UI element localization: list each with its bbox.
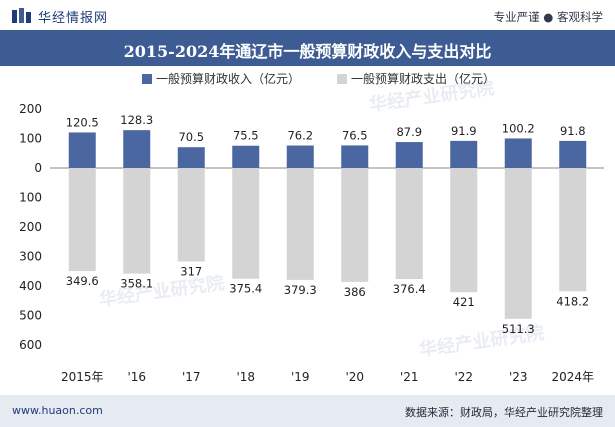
y-tick-label: 300: [19, 250, 42, 264]
y-tick-label: 600: [19, 338, 42, 352]
x-tick-label: 2015年: [61, 370, 104, 384]
y-tick-label: 100: [19, 132, 42, 146]
x-tick-label: '16: [127, 370, 146, 384]
bar-expense: [123, 168, 151, 274]
data-source: 数据来源：财政局，华经产业研究院整理: [405, 406, 603, 419]
x-tick-label: '19: [291, 370, 310, 384]
y-tick-label: 200: [19, 102, 42, 116]
data-label-income: 75.5: [233, 129, 259, 143]
legend-swatch-income: [142, 74, 152, 84]
legend-label-expense: 一般预算财政支出（亿元）: [351, 71, 495, 86]
y-tick-label: 0: [34, 161, 42, 175]
brand-name: 华经情报网: [38, 11, 109, 26]
x-tick-label: '23: [509, 370, 528, 384]
top-bar: 华经情报网 专业严谨 ● 客观科学: [0, 0, 615, 30]
data-label-income: 70.5: [178, 130, 204, 144]
legend-label-income: 一般预算财政收入（亿元）: [156, 71, 300, 86]
y-tick-label: 500: [19, 309, 42, 323]
watermark-text: 华经产业研究院: [98, 272, 226, 311]
y-tick-label: 100: [19, 191, 42, 205]
y-tick-label: 200: [19, 220, 42, 234]
data-label-income: 120.5: [66, 115, 99, 129]
chart-title: 2015-2024年通辽市一般预算财政收入与支出对比: [123, 42, 492, 61]
data-label-expense: 376.4: [393, 282, 426, 296]
data-label-income: 100.2: [502, 121, 535, 135]
bar-income: [232, 145, 260, 168]
bar-expense: [68, 168, 96, 272]
bar-expense: [286, 168, 314, 280]
data-label-income: 87.9: [396, 125, 422, 139]
data-labels: 120.5 349.6 128.3 358.1 70.5 317 75.5 375.4 76.2…: [66, 113, 589, 336]
bar-income: [395, 142, 423, 168]
data-label-expense: 421: [453, 295, 475, 309]
bar-income: [504, 138, 532, 168]
footer: www.huaon.com 数据来源：财政局，华经产业研究院整理: [0, 395, 615, 427]
data-label-income: 91.8: [560, 124, 586, 138]
bar-expense: [559, 168, 587, 292]
bar-expense: [232, 168, 260, 279]
slogan: 专业严谨 ● 客观科学: [493, 10, 603, 24]
data-label-expense: 418.2: [556, 294, 589, 308]
y-tick-label: 400: [19, 279, 42, 293]
data-label-income: 128.3: [120, 113, 153, 127]
bar-income: [68, 132, 96, 168]
data-label-expense: 386: [344, 285, 366, 299]
data-label-income: 91.9: [451, 124, 477, 138]
legend: 一般预算财政收入（亿元） 一般预算财政支出（亿元）: [142, 71, 495, 86]
chart-area: 华经产业研究院 华经产业研究院 华经产业研究院 一般预算财政收入（亿元） 一般预算财政…: [0, 66, 615, 395]
bars: [68, 130, 587, 319]
title-bar: 2015-2024年通辽市一般预算财政收入与支出对比: [0, 30, 615, 66]
legend-swatch-expense: [337, 74, 347, 84]
data-label-expense: 349.6: [66, 274, 99, 288]
x-axis: 2015年 '16 '17 '18 '19 '20 '21 '22 '23 2024年: [61, 370, 594, 384]
bar-expense: [177, 168, 205, 262]
data-label-income: 76.5: [342, 128, 368, 142]
x-tick-label: '17: [182, 370, 201, 384]
bar-income: [559, 140, 587, 168]
huajing-logo-icon: [12, 8, 31, 23]
x-tick-label: 2024年: [551, 370, 594, 384]
bar-expense: [450, 168, 478, 293]
site-url: www.huaon.com: [12, 404, 103, 417]
bar-expense: [504, 168, 532, 319]
x-tick-label: '21: [400, 370, 419, 384]
data-label-expense: 358.1: [120, 277, 153, 291]
bar-income: [450, 140, 478, 168]
bar-income: [123, 130, 151, 168]
bar-income: [341, 145, 369, 168]
y-axis: 200 100 0 100 200 300 400 500 600: [19, 102, 604, 352]
data-label-expense: 511.3: [502, 322, 535, 336]
x-tick-label: '20: [345, 370, 364, 384]
bar-income: [177, 147, 205, 168]
data-label-expense: 379.3: [284, 283, 317, 297]
data-label-income: 76.2: [287, 129, 313, 143]
bar-expense: [395, 168, 423, 280]
bar-income: [286, 145, 314, 168]
data-label-expense: 375.4: [229, 282, 262, 296]
x-tick-label: '18: [236, 370, 255, 384]
data-label-expense: 317: [180, 265, 202, 279]
x-tick-label: '22: [454, 370, 473, 384]
bar-expense: [341, 168, 369, 282]
